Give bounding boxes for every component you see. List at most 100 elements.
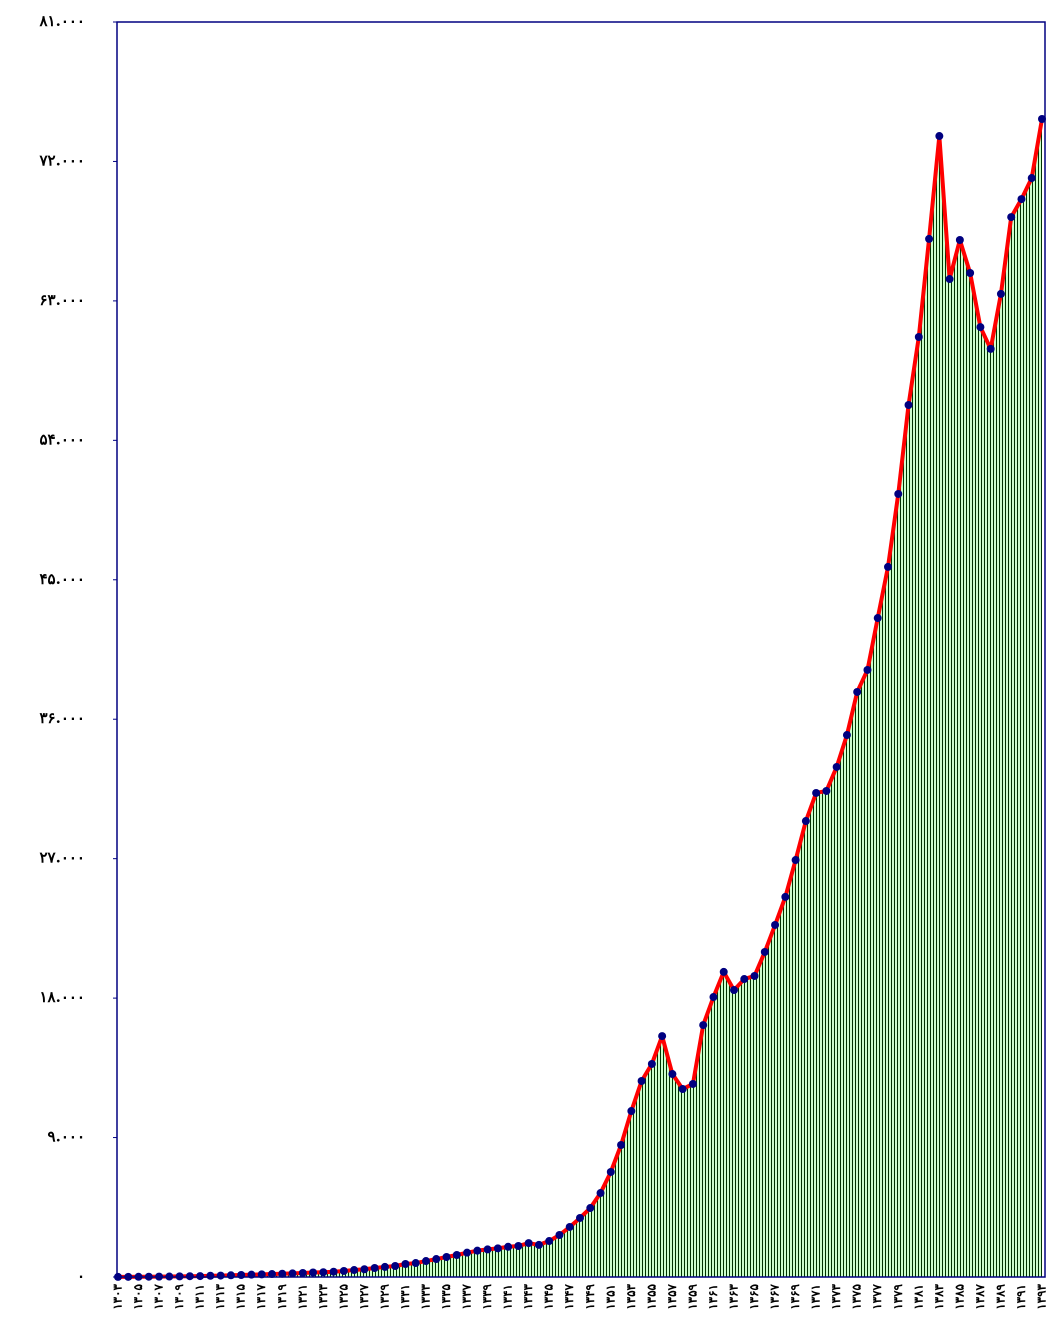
- marker: [740, 975, 749, 984]
- marker: [504, 1242, 513, 1251]
- y-tick-label: ۵۴.۰۰۰: [39, 430, 85, 448]
- marker: [586, 1204, 595, 1213]
- marker: [647, 1059, 656, 1068]
- x-tick-label: ۱۳۰۷: [152, 1283, 166, 1309]
- x-tick-label: ۱۳۷۱: [809, 1284, 823, 1310]
- marker: [226, 1271, 235, 1280]
- x-tick-label: ۱۳۵۹: [685, 1283, 699, 1309]
- x-tick-label: ۱۳۵۱: [603, 1284, 617, 1310]
- marker: [278, 1269, 287, 1278]
- marker: [216, 1271, 225, 1280]
- marker: [596, 1189, 605, 1198]
- marker: [370, 1264, 379, 1273]
- marker: [452, 1250, 461, 1259]
- x-tick-label: ۱۳۷۹: [891, 1283, 905, 1309]
- marker: [832, 762, 841, 771]
- marker: [842, 731, 851, 740]
- marker: [329, 1267, 338, 1276]
- marker: [206, 1271, 215, 1280]
- x-tick-label: ۱۳۸۹: [993, 1283, 1007, 1309]
- marker: [1027, 174, 1036, 183]
- x-tick-label: ۱۳۹۳: [1035, 1283, 1049, 1309]
- x-tick-label: ۱۳۰۳: [111, 1283, 125, 1309]
- y-tick-label: ۸۱.۰۰۰: [38, 12, 85, 30]
- marker: [863, 665, 872, 674]
- y-tick-label: ۰: [77, 1267, 85, 1285]
- x-tick-label: ۱۳۱۷: [254, 1283, 268, 1309]
- marker: [966, 269, 975, 277]
- x-tick-label: ۱۳۱۹: [275, 1283, 289, 1309]
- marker: [555, 1231, 564, 1240]
- x-tick-label: ۱۳۴۳: [521, 1283, 535, 1309]
- marker: [473, 1246, 482, 1255]
- x-tick-label: ۱۳۱۵: [234, 1283, 248, 1309]
- marker: [617, 1140, 626, 1149]
- x-tick-label: ۱۳۷۳: [829, 1283, 843, 1309]
- x-tick-label: ۱۳۳۹: [480, 1283, 494, 1309]
- marker: [637, 1077, 646, 1086]
- x-tick-label: ۱۳۸۷: [973, 1283, 987, 1309]
- marker: [411, 1259, 420, 1268]
- marker: [545, 1237, 554, 1246]
- marker: [688, 1079, 697, 1088]
- marker: [391, 1261, 400, 1270]
- y-tick-label: ۲۷.۰۰۰: [39, 849, 85, 867]
- x-tick-label: ۱۳۸۵: [952, 1283, 966, 1309]
- marker: [791, 856, 800, 865]
- marker: [935, 132, 944, 141]
- marker: [1038, 114, 1046, 123]
- marker: [678, 1085, 687, 1094]
- x-tick-label: ۱۳۸۱: [911, 1284, 925, 1310]
- marker: [945, 275, 954, 284]
- marker: [493, 1244, 502, 1253]
- marker: [771, 920, 780, 929]
- x-tick-label: ۱۳۲۵: [336, 1283, 350, 1309]
- marker: [319, 1268, 328, 1277]
- marker: [432, 1255, 441, 1264]
- plot-frame: [116, 21, 1046, 1278]
- x-tick-label: ۱۳۶۱: [706, 1284, 720, 1310]
- x-tick-label: ۱۳۳۵: [439, 1283, 453, 1309]
- marker: [658, 1032, 667, 1041]
- x-tick-label: ۱۳۲۳: [316, 1283, 330, 1309]
- marker: [380, 1262, 389, 1271]
- x-tick-label: ۱۳۰۵: [131, 1283, 145, 1309]
- marker: [884, 562, 892, 571]
- marker: [422, 1257, 430, 1266]
- marker: [730, 986, 738, 995]
- marker: [339, 1266, 348, 1275]
- marker: [812, 788, 821, 797]
- x-tick-label: ۱۳۹۱: [1014, 1284, 1028, 1310]
- marker: [719, 967, 728, 976]
- y-tick-label: ۷۲.۰۰۰: [38, 151, 85, 169]
- x-tick-label: ۱۳۲۱: [295, 1284, 309, 1310]
- x-tick-label: ۱۳۷۷: [870, 1283, 884, 1309]
- x-tick-label: ۱۳۲۹: [377, 1283, 391, 1309]
- marker: [760, 947, 769, 956]
- y-tick-label: ۱۸.۰۰۰: [39, 988, 85, 1006]
- x-tick-label: ۱۳۵۷: [665, 1283, 679, 1309]
- marker: [1017, 195, 1026, 204]
- marker: [914, 332, 923, 341]
- marker: [925, 234, 934, 243]
- x-tick-label: ۱۳۳۷: [460, 1283, 474, 1309]
- marker: [483, 1245, 492, 1254]
- marker: [298, 1268, 307, 1277]
- x-tick-label: ۱۳۳۱: [398, 1284, 412, 1310]
- x-tick-label: ۱۳۶۹: [788, 1283, 802, 1309]
- marker: [627, 1107, 636, 1116]
- marker: [524, 1239, 533, 1248]
- x-tick-label: ۱۳۶۳: [727, 1283, 741, 1309]
- y-tick-label: ۴۵.۰۰۰: [39, 570, 85, 588]
- marker: [360, 1265, 369, 1274]
- marker: [350, 1266, 359, 1275]
- marker: [781, 892, 790, 901]
- marker: [288, 1269, 297, 1278]
- marker: [699, 1021, 708, 1030]
- marker: [894, 489, 903, 498]
- marker: [955, 235, 964, 244]
- marker: [1007, 213, 1016, 222]
- marker: [853, 687, 862, 696]
- x-tick-label: ۱۳۲۷: [357, 1283, 371, 1309]
- x-tick-label: ۱۳۴۹: [583, 1283, 597, 1309]
